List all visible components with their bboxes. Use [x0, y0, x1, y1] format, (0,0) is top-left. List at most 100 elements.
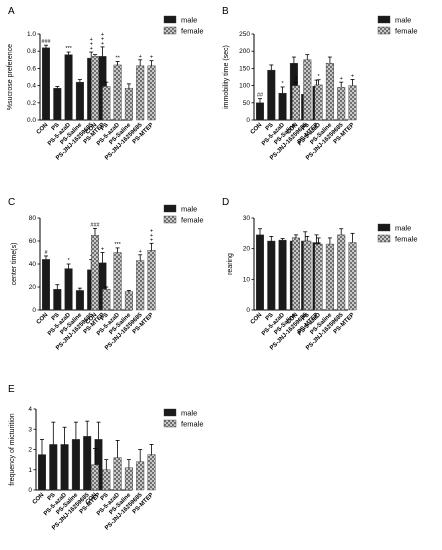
bar [90, 464, 99, 491]
legend-swatch [163, 204, 177, 213]
y-tick-label: 3 [28, 426, 32, 433]
y-tick-label: 1.0 [27, 31, 36, 38]
bar [102, 469, 111, 491]
y-tick-label: 0 [28, 487, 32, 494]
bar [124, 291, 133, 311]
legend-swatch [377, 26, 391, 35]
legend-swatch [163, 408, 177, 417]
legend-label: male [395, 224, 411, 233]
y-tick-label: 0.6 [27, 65, 36, 72]
bar [42, 47, 51, 121]
x-tick-label: PS [265, 122, 275, 132]
bar [64, 268, 73, 311]
significance-label: + [101, 36, 104, 42]
panel-letter: E [8, 384, 15, 395]
significance-label: + [90, 37, 93, 43]
significance-label: * [68, 258, 71, 264]
x-tick-label: PS [265, 312, 275, 322]
significance-label: + [150, 237, 153, 243]
bar [38, 454, 47, 491]
bar [325, 243, 334, 311]
y-tick-label: 1 [28, 467, 32, 474]
x-tick-label: CON [32, 492, 46, 506]
legend-label: male [181, 409, 197, 418]
bar [124, 87, 133, 121]
legend-swatch [163, 419, 177, 428]
significance-label: ## [257, 93, 264, 99]
bar [113, 64, 122, 121]
bar [53, 289, 62, 311]
y-tick-label: 100 [239, 83, 250, 90]
significance-label: * [282, 81, 285, 87]
significance-label: ** [115, 56, 120, 62]
bar [136, 260, 145, 311]
bar [147, 454, 156, 491]
bar [136, 65, 145, 121]
y-axis-label: immobility time (sec) [223, 45, 230, 109]
y-tick-label: 0.8 [27, 48, 36, 55]
significance-label: + [90, 46, 93, 52]
bar [292, 85, 301, 121]
significance-label: + [150, 55, 153, 61]
bar [267, 240, 276, 311]
bar [256, 102, 265, 121]
significance-label: # [294, 76, 298, 82]
legend-label: male [395, 16, 411, 25]
bar [314, 84, 323, 121]
legend-label: female [395, 235, 418, 244]
bar [60, 444, 69, 491]
legend-swatch [163, 215, 177, 224]
y-tick-label: 0 [246, 307, 250, 314]
x-tick-label: PS [47, 492, 57, 502]
y-tick-label: 10 [243, 276, 251, 283]
significance-label: * [318, 74, 321, 80]
legend-label: male [181, 16, 197, 25]
bar [49, 444, 58, 491]
y-tick-label: 150 [239, 65, 250, 72]
bar [90, 56, 99, 121]
bar [278, 92, 287, 121]
y-tick-label: 250 [239, 31, 250, 38]
legend-label: male [181, 205, 197, 214]
bar [113, 457, 122, 491]
significance-label: + [150, 233, 153, 239]
panel-a: A 0.0 0.2 0.4 0.6 0.8 1.0 %sucrose preference ##… [7, 6, 204, 162]
legend-label: female [181, 420, 204, 429]
significance-label: *** [114, 242, 121, 248]
legend-label: female [395, 27, 418, 36]
y-tick-label: 4 [28, 406, 32, 413]
x-tick-label: PS [301, 312, 311, 322]
x-tick-label: PS [100, 492, 110, 502]
bar [278, 239, 287, 311]
bar [267, 69, 276, 121]
x-tick-label: CON [36, 122, 50, 136]
legend-swatch [377, 234, 391, 243]
significance-label: # [44, 250, 48, 256]
panel-letter: B [222, 6, 229, 17]
bar [102, 86, 111, 121]
y-tick-label: 80 [29, 215, 37, 222]
bar [314, 243, 323, 311]
y-tick-label: 30 [243, 215, 251, 222]
bar [337, 87, 346, 121]
bar [337, 234, 346, 311]
legend-swatch [163, 15, 177, 24]
bar [348, 85, 357, 121]
y-tick-label: 20 [243, 246, 251, 253]
panel-b: B 0 50 100 150 200 250 immobility time (sec) ## C… [222, 6, 418, 162]
significance-label: + [139, 54, 142, 60]
x-tick-label: PS [51, 312, 61, 322]
x-tick-label: CON [250, 122, 264, 136]
y-tick-label: 0.4 [27, 83, 36, 90]
bar [147, 249, 156, 311]
bar [113, 252, 122, 311]
bar [71, 439, 80, 491]
y-tick-label: 0 [246, 117, 250, 124]
bar [42, 259, 51, 311]
bar [136, 461, 145, 491]
y-tick-label: 20 [29, 284, 37, 291]
significance-label: *** [65, 46, 72, 52]
